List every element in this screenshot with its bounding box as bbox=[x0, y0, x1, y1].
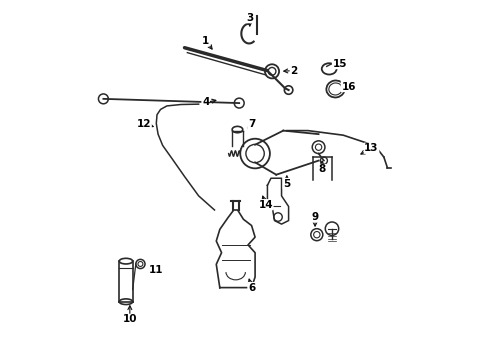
Text: 10: 10 bbox=[122, 314, 137, 324]
Text: 14: 14 bbox=[258, 200, 272, 210]
Text: 7: 7 bbox=[247, 118, 255, 129]
Text: 12: 12 bbox=[137, 118, 151, 129]
Text: 2: 2 bbox=[290, 66, 297, 76]
Text: 1: 1 bbox=[202, 36, 209, 46]
Text: 11: 11 bbox=[149, 265, 163, 275]
Text: 13: 13 bbox=[364, 143, 378, 153]
Text: 6: 6 bbox=[247, 283, 255, 293]
Text: 5: 5 bbox=[283, 179, 290, 189]
Text: 9: 9 bbox=[311, 212, 318, 222]
Text: 3: 3 bbox=[245, 13, 253, 23]
Text: 8: 8 bbox=[318, 165, 325, 174]
Text: 15: 15 bbox=[332, 59, 346, 68]
Text: 16: 16 bbox=[341, 81, 355, 91]
Text: 4: 4 bbox=[202, 98, 209, 107]
